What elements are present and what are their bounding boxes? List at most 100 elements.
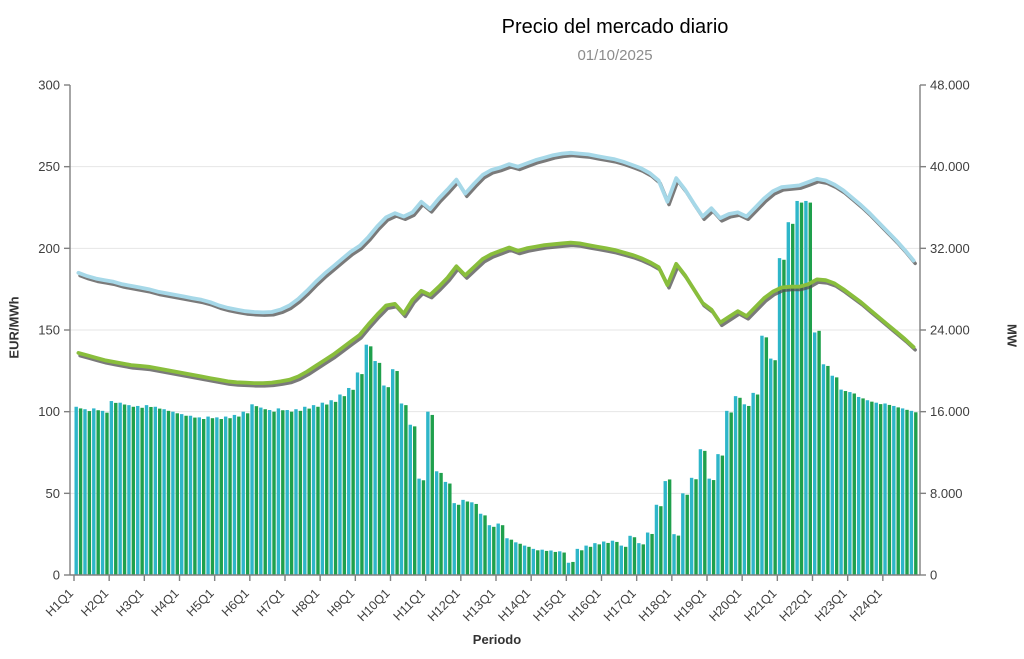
x-tick-label: H10Q1 [355,586,393,624]
bar-green [201,419,206,575]
bar-green [711,480,716,575]
bar-green [474,503,478,575]
bar-green [404,405,408,575]
bar-green [738,397,742,575]
bar-cyan [874,402,878,575]
x-tick-label: H3Q1 [113,586,146,619]
bar-green [782,259,786,575]
bar-cyan [74,406,78,575]
bar-cyan [478,513,483,575]
bar-cyan [118,402,122,575]
bar-green [623,546,628,575]
bar-cyan [725,410,729,575]
bar-cyan [417,478,421,575]
bar-cyan [821,364,826,575]
bar-cyan [250,404,254,575]
bar-cyan [311,405,316,575]
y-right-tick-label: 16.000 [930,404,970,419]
bar-green [412,426,417,575]
bar-cyan [698,449,703,575]
bar-cyan [549,550,553,575]
y-right-tick-label: 0 [930,568,937,583]
bar-green [369,346,373,575]
bar-cyan [540,549,544,575]
bar-cyan [637,543,641,575]
bar-green [544,550,549,575]
bar-cyan [136,405,140,575]
x-tick-label: H14Q1 [495,586,533,624]
x-tick-label: H11Q1 [391,586,428,623]
bar-cyan [593,543,597,575]
energy-bars-layer [74,200,918,576]
bar-green [843,391,848,575]
bar-cyan [514,542,518,575]
bar-cyan [162,409,166,575]
bar-green [553,551,558,575]
bar-cyan [558,551,562,575]
bar-green [887,404,892,575]
bar-cyan [443,481,448,575]
bar-cyan [496,523,500,575]
x-tick-label: H23Q1 [812,586,850,624]
bar-green [78,408,83,575]
bar-green [878,404,883,575]
price-line-green-stroke [76,240,916,386]
bar-green [509,539,514,575]
bar-cyan [109,401,114,575]
bar-green [149,406,153,575]
x-tick-label: H24Q1 [847,586,885,624]
bar-green [597,544,602,575]
bar-green [527,546,531,575]
y-right-tick-label: 32.000 [930,241,970,256]
x-tick-label: H12Q1 [425,586,463,624]
bar-cyan [390,369,395,575]
bar-cyan [900,408,905,575]
bar-green [456,504,461,575]
x-tick-label: H16Q1 [566,586,604,624]
bar-cyan [575,548,580,575]
bar-green [298,410,303,575]
bar-cyan [171,411,175,575]
bar-cyan [628,535,632,575]
bar-green [105,412,109,575]
y-left-tick-label: 200 [38,241,60,256]
bar-cyan [733,396,738,575]
bar-cyan [804,200,808,575]
bar-green [562,552,566,575]
bar-cyan [610,540,615,575]
bar-green [729,412,733,575]
x-tick-label: H6Q1 [219,586,252,619]
price-line-green-shadow [78,243,917,388]
bar-cyan [645,532,650,575]
bar-cyan [601,541,606,575]
bar-cyan [364,344,369,575]
x-axis-title: Periodo [472,632,522,647]
bar-cyan [144,405,149,575]
bar-cyan [197,417,201,575]
bar-cyan [83,409,87,575]
price-line-blue-shadow [78,153,917,317]
bar-cyan [267,410,272,575]
bar-cyan [786,222,791,575]
bar-cyan [434,471,439,575]
bar-green [755,394,760,575]
x-tick-label: H2Q1 [78,586,111,619]
bar-green [817,330,821,575]
x-tick-label: H8Q1 [289,586,322,619]
bar-cyan [856,396,861,575]
bar-cyan [716,454,720,575]
bar-cyan [742,404,747,575]
bar-green [439,472,443,575]
bar-cyan [215,417,219,575]
bar-cyan [259,407,263,575]
y-left-tick-label: 0 [53,568,60,583]
bar-green [281,410,285,575]
x-tick-label: H17Q1 [601,586,639,624]
bar-green [245,413,250,575]
bar-green [606,542,610,575]
bar-green [377,362,382,575]
bar-cyan [830,375,834,575]
bar-green [650,533,654,575]
bar-green [483,515,487,575]
